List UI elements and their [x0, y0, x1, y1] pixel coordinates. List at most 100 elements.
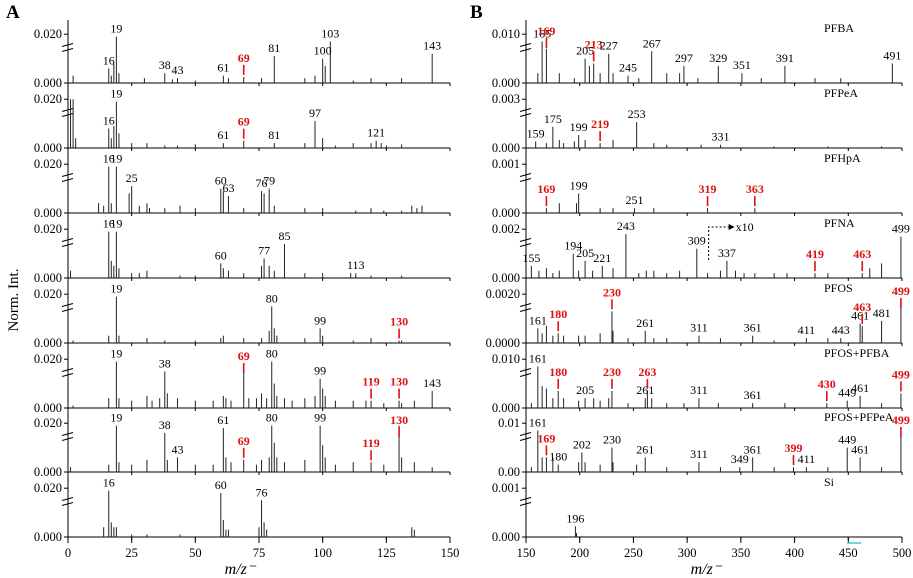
peak-label: 499 [892, 367, 910, 381]
y-tick-label: 0.000 [492, 401, 520, 415]
peak-label: 161 [529, 313, 547, 327]
peak-label: 165 [533, 27, 551, 41]
y-tick-label: 0.002 [492, 222, 520, 236]
peak-label: 309 [688, 234, 706, 248]
peak-label: 243 [617, 219, 635, 233]
y-tick-label: 0.000 [34, 271, 62, 285]
y-tick-label: 0.001 [492, 481, 520, 495]
compound-name: PFOS+PFBA [824, 346, 890, 360]
y-tick-label: 0.000 [34, 141, 62, 155]
peak-label: 81 [268, 128, 280, 142]
peak-label: 16 [103, 53, 115, 67]
peak-label: 38 [159, 418, 171, 432]
peak-label: 221 [593, 251, 611, 265]
peak-label: 213 [585, 37, 603, 51]
peak-label: 16 [103, 476, 115, 490]
peak-label: 449 [838, 386, 856, 400]
peak-label: 99 [314, 364, 326, 378]
peak-label: 69 [238, 349, 250, 363]
y-tick-label: 0.010 [492, 27, 520, 41]
y-tick-label: 0.020 [34, 481, 62, 495]
peak-label: 38 [159, 356, 171, 370]
peak-label: 430 [818, 377, 836, 391]
peak-label: 261 [636, 316, 654, 330]
peak-label: 481 [873, 306, 891, 320]
peak-label: 76 [256, 176, 268, 190]
peak-label: 61 [217, 128, 229, 142]
compound-name: PFBA [824, 21, 854, 35]
x-tick-label: 400 [785, 546, 804, 560]
peak-label: 411 [798, 323, 816, 337]
peak-label: 19 [110, 217, 122, 231]
peak-label: 19 [110, 22, 122, 36]
peak-label: 113 [347, 258, 365, 272]
axis-break-mark [61, 367, 74, 372]
arrow-icon [728, 224, 735, 230]
peak-label: 463 [853, 247, 871, 261]
peak-label: 161 [529, 352, 547, 366]
axis-break-mark [519, 307, 532, 312]
spectrum-a-6: 0.000 0.020 19 38 69 80 99 119 130 143 [34, 345, 451, 415]
x-tick-label: 450 [839, 546, 858, 560]
peak-label: 16 [103, 152, 115, 166]
peak-label: 245 [619, 61, 637, 75]
x-tick-label: 150 [441, 546, 460, 560]
compound-name: PFOS+PFPeA [824, 410, 894, 424]
peak-label: 60 [215, 174, 227, 188]
y-tick-label: 0.003 [492, 92, 520, 106]
y-tick-label: 0.020 [34, 222, 62, 236]
y-tick-label: 0.0000 [486, 336, 520, 350]
y-tick-label: 0.020 [34, 157, 62, 171]
axis-break-mark [519, 431, 532, 436]
peak-label: 119 [362, 375, 379, 389]
zoom-bracket [708, 226, 729, 260]
x-tick-label: 100 [313, 546, 332, 560]
compound-name: PFNA [824, 216, 855, 230]
axis-break-mark [519, 47, 532, 52]
peak-label: 337 [718, 246, 736, 260]
peak-label: 202 [573, 437, 591, 451]
peak-label: 161 [529, 416, 547, 430]
y-tick-label: 0.01 [498, 416, 520, 430]
peak-label: 16 [103, 113, 115, 127]
spectrum-a-5: 0.000 0.020 19 80 99 130 [34, 280, 451, 350]
peak-label: 16 [103, 217, 115, 231]
axis-break-mark [61, 237, 74, 242]
peak-label: 251 [626, 193, 644, 207]
peak-label: 297 [675, 51, 693, 65]
peak-label: 130 [390, 375, 408, 389]
compound-name: PFPeA [824, 86, 858, 100]
peak-label: 205 [576, 246, 594, 260]
peak-label: 361 [744, 321, 762, 335]
peak-label: 19 [110, 282, 122, 296]
peak-label: 461 [851, 442, 869, 456]
y-tick-label: 0.00 [498, 465, 520, 479]
y-tick-label: 0.000 [34, 76, 62, 90]
peak-label: 311 [690, 383, 708, 397]
axis-break-mark [519, 112, 532, 117]
axis-break-mark [519, 177, 532, 182]
peak-label: 19 [110, 411, 122, 425]
x-tick-label: 0 [65, 546, 71, 560]
axis-break-mark [519, 242, 532, 247]
peak-label: 331 [711, 130, 729, 144]
peak-label: 311 [690, 321, 708, 335]
peak-label: 361 [744, 388, 762, 402]
y-tick-label: 0.000 [34, 530, 62, 544]
zoom-annotation: x10 [736, 220, 754, 234]
peak-label: 130 [390, 413, 408, 427]
y-tick-label: 0.020 [34, 352, 62, 366]
spectrum-b-3: 0.000 0.001 169 199 251 319 363 PFHpA [492, 150, 903, 220]
peak-label: 69 [238, 51, 250, 65]
peak-label: 411 [798, 452, 816, 466]
y-tick-label: 0.020 [34, 92, 62, 106]
peak-label: 143 [423, 39, 441, 53]
peak-label: 99 [314, 313, 326, 327]
peak-label: 97 [309, 106, 321, 120]
peak-label: 230 [603, 285, 621, 299]
axis-break-mark [519, 372, 532, 377]
